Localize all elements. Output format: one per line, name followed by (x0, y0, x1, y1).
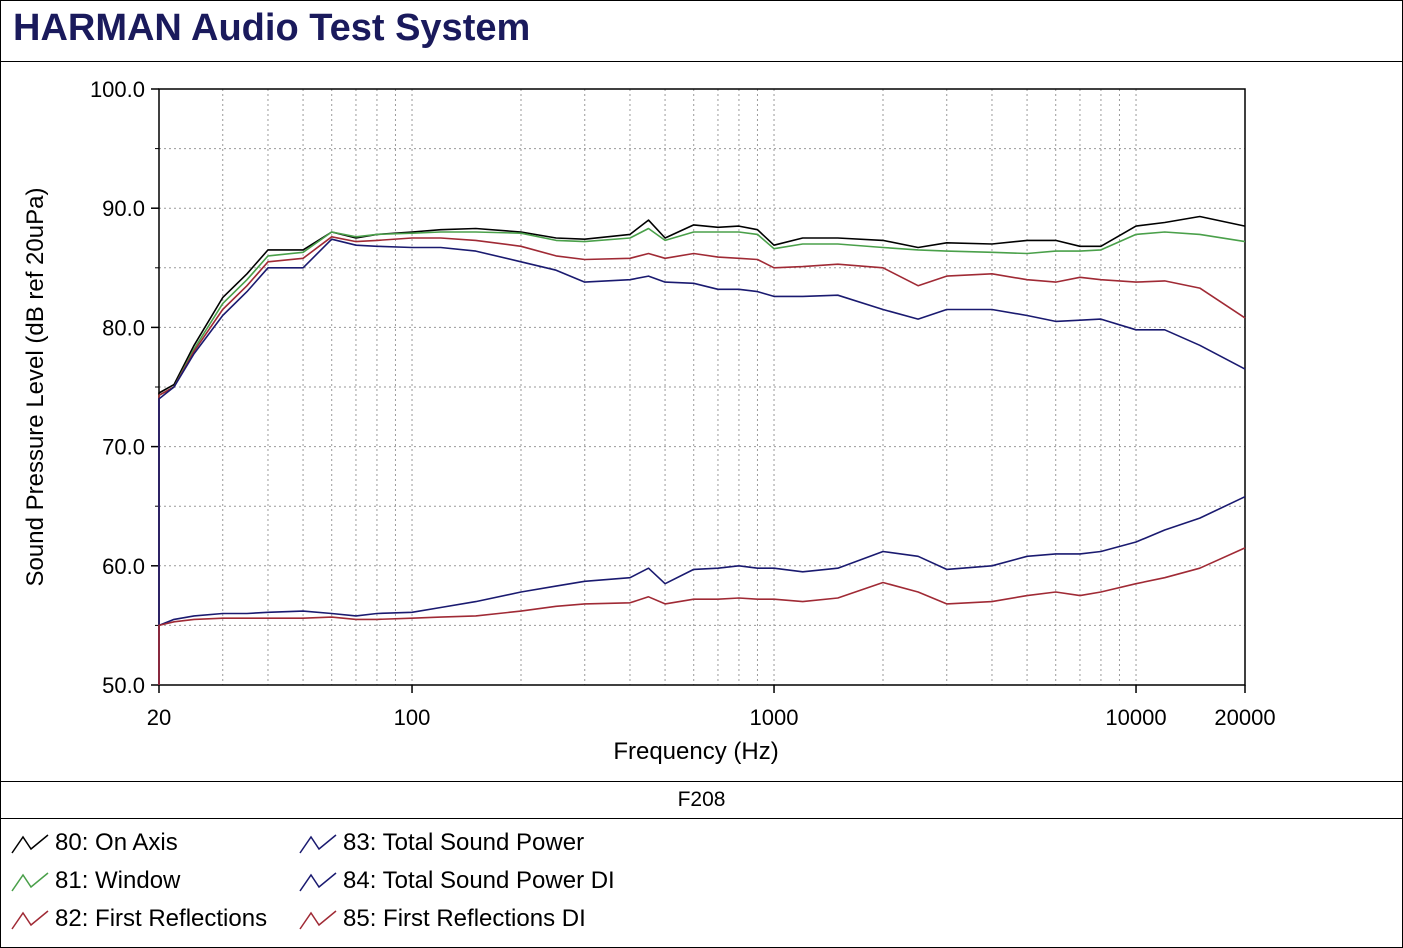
x-tick-label: 10000 (1105, 705, 1166, 730)
axis-ticks: 50.0 60.0 70.0 80.0 90.0 100.0 20 100 1000 10000 2… (90, 77, 1276, 730)
legend-label: 81: Window (55, 867, 181, 894)
legend-item-first-reflections-di: 85: First Reflections DI (299, 903, 586, 935)
x-tick-label: 20000 (1214, 705, 1275, 730)
window-title: HARMAN Audio Test System (13, 7, 531, 49)
series-line (158, 236, 1246, 685)
x-tick-label: 1000 (750, 705, 799, 730)
legend-item-on-axis: 80: On Axis (11, 827, 178, 859)
series-lines (158, 215, 1246, 685)
legend-label: 82: First Reflections (55, 905, 268, 932)
legend-swatch-icon (299, 910, 337, 930)
chart-caption: F208 (677, 788, 726, 811)
y-axis-label: Sound Pressure Level (dB ref 20uPa) (22, 188, 49, 587)
legend-swatch-icon (11, 872, 49, 892)
legend-item-total-sound-power-di: 84: Total Sound Power DI (299, 865, 615, 897)
y-tick-label: 80.0 (102, 315, 145, 340)
grid (159, 89, 1245, 685)
legend-swatch-icon (11, 834, 49, 854)
y-tick-label: 50.0 (102, 673, 145, 698)
legend-swatch-icon (11, 910, 49, 930)
series-line (158, 238, 1246, 685)
legend-label: 84: Total Sound Power DI (343, 867, 615, 894)
legend: 80: On Axis 81: Window 82: First Reflect… (1, 819, 1402, 947)
frequency-response-chart: 50.0 60.0 70.0 80.0 90.0 100.0 20 100 1000 10000 2… (22, 77, 1276, 765)
legend-swatch-icon (299, 834, 337, 854)
legend-item-window: 81: Window (11, 865, 180, 897)
series-line (158, 215, 1246, 685)
legend-item-total-sound-power: 83: Total Sound Power (299, 827, 584, 859)
caption-bar: F208 (1, 781, 1402, 819)
y-tick-label: 90.0 (102, 196, 145, 221)
legend-label: 83: Total Sound Power (343, 829, 585, 856)
plot-area: 50.0 60.0 70.0 80.0 90.0 100.0 20 100 1000 10000 2… (1, 62, 1402, 781)
title-bar: HARMAN Audio Test System (1, 1, 1402, 62)
y-tick-label: 70.0 (102, 435, 145, 460)
legend-label: 80: On Axis (55, 829, 178, 856)
x-axis-label: Frequency (Hz) (613, 738, 778, 765)
x-tick-label: 100 (394, 705, 431, 730)
series-line (158, 227, 1246, 685)
series-line (158, 495, 1246, 685)
y-tick-label: 60.0 (102, 554, 145, 579)
y-tick-label: 100.0 (90, 77, 145, 102)
x-tick-label: 20 (147, 705, 171, 730)
legend-swatch-icon (299, 872, 337, 892)
legend-label: 85: First Reflections DI (343, 905, 586, 932)
legend-item-first-reflections: 82: First Reflections (11, 903, 267, 935)
series-line (158, 547, 1246, 685)
